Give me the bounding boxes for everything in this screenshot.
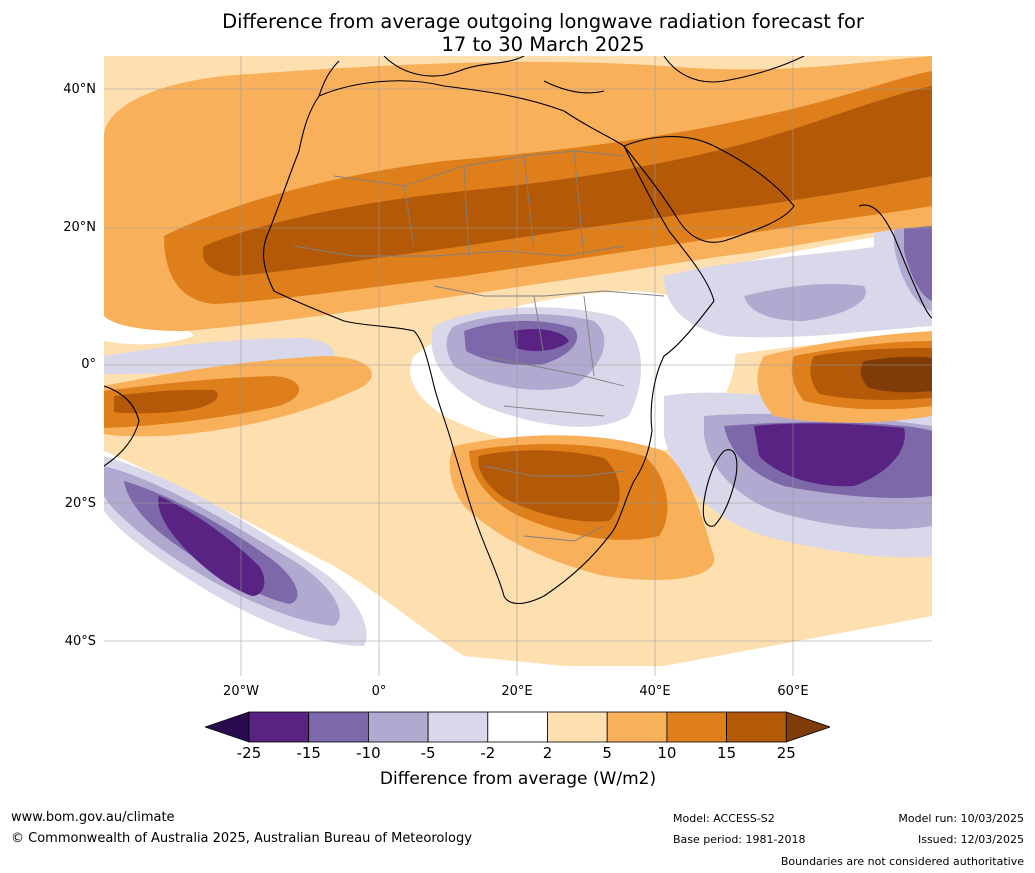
arabian-peninsula-coastline [623,136,795,243]
colorbar-tick-label: 15 [717,744,737,762]
lon-label-60e: 60°E [777,684,809,699]
colorbar-cell [666,711,727,743]
colorbar-tick-label: -15 [296,744,321,762]
europe-coastline [318,56,805,97]
colorbar-tick-label: -5 [420,744,436,762]
colorbar-cell [427,711,489,743]
colorbar-tick-label: 2 [542,744,553,762]
footer-model-run: Model run: 10/03/2025 [898,812,1024,825]
negative-zone-india-strong [904,206,932,301]
colorbar-tick-label: 5 [602,744,612,762]
footer-issued: Issued: 12/03/2025 [917,833,1024,846]
lat-label-40s: 40°S [64,634,96,649]
title-line-2: 17 to 30 March 2025 [441,33,645,56]
lon-label-20e: 20°E [501,684,533,699]
colorbar-extend-low [205,711,250,743]
colorbar-tick-label: -2 [480,744,496,762]
map-svg [104,56,932,676]
positive-zone-atlantic-peak [114,389,218,414]
colorbar-cells [205,711,830,743]
colorbar [205,711,830,743]
madagascar-coastline [702,449,738,527]
lon-label-20w: 20°W [223,684,259,699]
lat-label-20s: 20°S [64,496,96,511]
title-line-1: Difference from average outgoing longwav… [222,10,864,33]
africa-coastline [263,80,715,605]
lat-label-40n: 40°N [63,82,96,97]
colorbar-cell [547,711,608,743]
colorbar-cell [248,711,310,743]
colorbar-cell [487,711,548,743]
lat-label-20n: 20°N [63,220,96,235]
lat-label-0: 0° [81,357,96,372]
positive-zone-sahara-peak [202,86,932,276]
footer-model: Model: ACCESS-S2 [673,812,775,825]
colorbar-tick-label: -10 [356,744,381,762]
india-coastline [858,204,932,319]
anomaly-map [104,56,932,676]
footer-copyright: © Commonwealth of Australia 2025, Austra… [11,831,472,846]
negative-zone-indian-peak [754,423,905,487]
south-america-coastline [104,385,140,467]
colorbar-title: Difference from average (W/m2) [379,769,657,789]
graticule [104,56,932,676]
footer-website-link[interactable]: www.bom.gov.au/climate [11,810,175,825]
chart-title: Difference from average outgoing longwav… [100,10,986,56]
country-borders [293,150,665,542]
colorbar-cell [726,711,787,743]
footer-base-period: Base period: 1981-2018 [673,833,806,846]
positive-zone-indian-extreme [860,356,932,393]
negative-zone-southwest-peak [158,496,265,596]
colorbar-cell [606,711,668,743]
positive-zone-southern-africa-peak [478,450,620,522]
colorbar-cell [308,711,369,743]
colorbar-tick-label: 10 [657,744,677,762]
colorbar-cell [367,711,429,743]
lon-label-40e: 40°E [639,684,671,699]
colorbar-extend-high [785,711,830,743]
negative-zone-arabian-mid [744,284,866,321]
colorbar-tick-label: 25 [776,744,796,762]
footer-boundaries-note: Boundaries are not considered authoritat… [780,855,1024,868]
colorbar-tick-label: -25 [236,744,262,762]
lon-label-0: 0° [371,684,387,699]
